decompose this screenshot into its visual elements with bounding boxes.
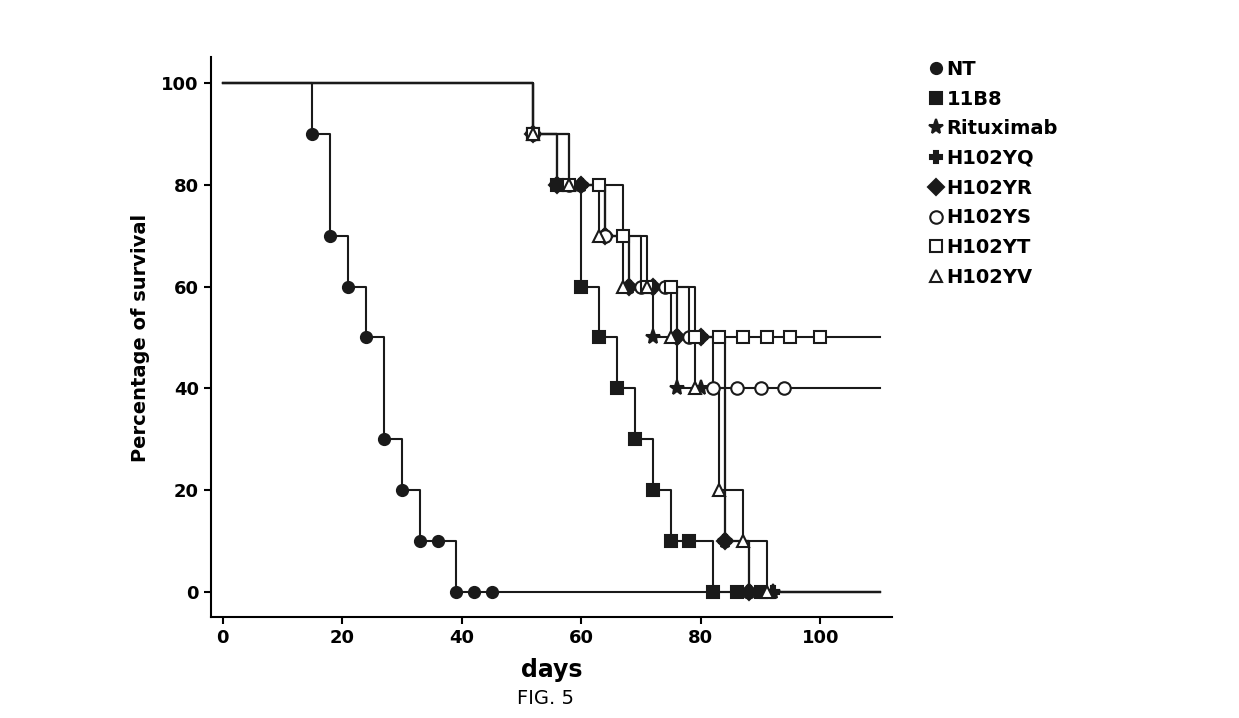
H102YT [616,231,631,240]
Rituximab [622,282,637,291]
Line: 11B8: 11B8 [528,129,766,597]
H102YV [760,588,774,597]
11B8 [550,180,565,189]
H102YS [777,384,792,393]
H102YQ [741,588,756,597]
Line: H102YR: H102YR [528,129,755,597]
11B8 [574,282,589,291]
NT [358,333,373,342]
H102YQ [574,180,589,189]
H102YR [717,537,732,546]
11B8 [610,384,624,393]
H102YV [561,180,576,189]
H102YS [705,384,720,393]
H102YT [711,333,726,342]
H102YV [711,486,726,495]
NT [413,537,427,546]
H102YQ [669,333,684,342]
H102YV [663,333,678,342]
11B8 [681,537,696,546]
H102YT [592,180,607,189]
Rituximab [597,231,612,240]
H102YS [730,384,745,393]
H102YT [639,282,654,291]
H102YR [669,333,684,342]
Line: H102YV: H102YV [527,128,773,598]
11B8 [527,129,541,138]
11B8 [663,537,678,546]
11B8 [628,435,643,444]
H102YS [658,282,673,291]
H102YT [760,333,774,342]
11B8 [646,486,660,495]
Rituximab [717,537,732,546]
H102YT [735,333,750,342]
Line: H102YS: H102YS [527,128,790,395]
H102YV [735,537,750,546]
H102YR [622,282,637,291]
Rituximab [550,180,565,189]
H102YQ [550,180,565,189]
H102YR [550,180,565,189]
Line: H102YT: H102YT [527,128,826,344]
Y-axis label: Percentage of survival: Percentage of survival [131,213,150,462]
H102YT [663,282,678,291]
11B8 [753,588,768,597]
H102YS [681,333,696,342]
Line: H102YQ: H102YQ [527,128,779,598]
NT [341,282,356,291]
H102YS [561,180,576,189]
H102YQ [646,282,660,291]
H102YQ [766,588,781,597]
H102YT [783,333,798,342]
H102YQ [622,282,637,291]
11B8 [705,588,720,597]
Line: Rituximab: Rituximab [525,126,781,600]
H102YQ [597,231,612,240]
Text: FIG. 5: FIG. 5 [517,689,574,708]
H102YV [592,231,607,240]
NT [466,588,481,597]
Rituximab [766,588,781,597]
H102YQ [694,333,709,342]
H102YT [813,333,828,342]
NT [305,129,320,138]
H102YS [633,282,648,291]
H102YV [639,282,654,291]
H102YV [616,282,631,291]
H102YR [574,180,589,189]
H102YR [741,588,756,597]
H102YR [597,231,612,240]
Rituximab [646,333,660,342]
11B8 [730,588,745,597]
Rituximab [669,384,684,393]
NT [484,588,499,597]
Rituximab [527,129,541,138]
Line: NT: NT [307,129,497,597]
H102YV [527,129,541,138]
Rituximab [741,588,756,597]
H102YT [688,333,703,342]
NT [322,231,337,240]
H102YS [597,231,612,240]
H102YS [527,129,541,138]
H102YQ [717,537,732,546]
Rituximab [574,180,589,189]
H102YR [694,333,709,342]
Rituximab [694,384,709,393]
NT [394,486,409,495]
H102YV [688,384,703,393]
X-axis label: days: days [520,658,582,682]
H102YS [753,384,768,393]
11B8 [592,333,607,342]
H102YT [561,180,576,189]
Legend: NT, 11B8, Rituximab, H102YQ, H102YR, H102YS, H102YT, H102YV: NT, 11B8, Rituximab, H102YQ, H102YR, H10… [929,56,1062,291]
NT [430,537,445,546]
NT [377,435,392,444]
H102YR [527,129,541,138]
H102YR [646,282,660,291]
NT [449,588,463,597]
H102YQ [527,129,541,138]
H102YT [527,129,541,138]
